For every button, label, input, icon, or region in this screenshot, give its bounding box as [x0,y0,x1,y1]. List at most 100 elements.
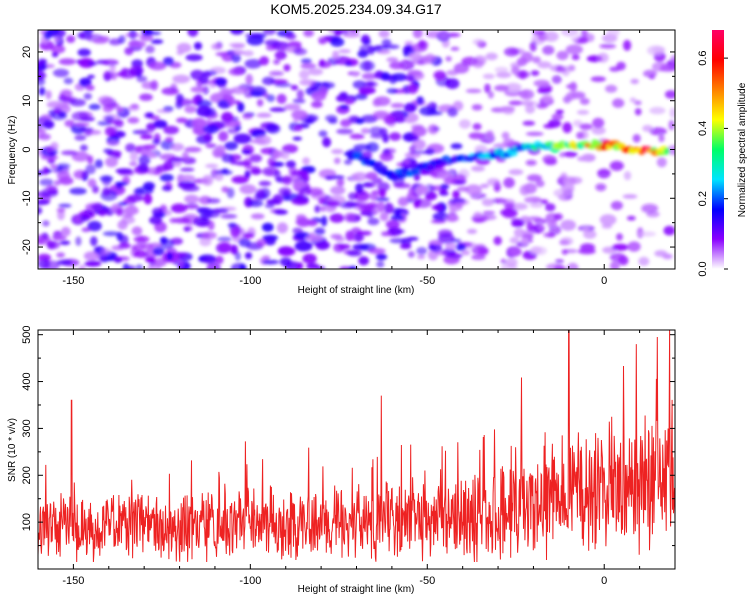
spectrogram-noise-cell [668,119,675,131]
spectrogram-noise-cell [109,64,116,72]
spectrogram-noise-cell [118,242,131,249]
spectrogram-noise-cell [104,126,117,137]
spectrogram-noise-cell [58,94,66,100]
spectrogram-noise-cell [369,191,379,201]
spectrogram-noise-cell [222,93,232,102]
spectrogram-y-tick-label: -20 [21,239,33,255]
spectrogram-noise-cell [567,262,579,269]
spectrogram-noise-cell [256,99,264,107]
spectrogram-noise-cell [389,238,407,244]
spectrogram-noise-cell [45,90,52,100]
spectrogram-noise-cell [245,73,253,85]
spectrogram-noise-cell [411,124,424,130]
spectrogram-noise-cell [444,215,460,222]
spectrogram-noise-cell [118,35,126,44]
spectrogram-noise-cell [119,69,137,79]
spectrogram-noise-cell [540,199,549,205]
spectrogram-noise-cell [42,166,49,176]
spectrogram-noise-cell [139,93,153,101]
spectrogram-noise-cell [352,172,368,182]
spectrogram-noise-cell [203,133,213,142]
spectrogram-noise-cell [338,49,351,54]
spectrogram-noise-cell [355,118,365,125]
spectrogram-noise-cell [52,68,70,78]
spectrogram-noise-cell [267,157,277,167]
spectrogram-noise-cell [243,50,254,57]
spectrogram-noise-cell [487,91,494,99]
spectrogram-noise-cell [87,74,95,79]
spectrogram-noise-cell [98,209,107,217]
spectrogram-noise-cell [218,131,229,142]
spectrogram-noise-cell [64,119,75,128]
spectrogram-noise-cell [439,189,448,194]
spectrogram-noise-cell [135,186,154,195]
snr-y-tick-label: 500 [21,326,33,344]
spectrogram-noise-cell [450,143,463,150]
spectrogram-noise-cell [125,143,136,153]
spectrogram-noise-cell [92,185,99,194]
spectrogram-noise-cell [42,120,55,129]
spectrogram-noise-cell [102,187,111,196]
spectrogram-noise-cell [291,198,309,206]
spectrogram-noise-cell [79,144,88,152]
spectrogram-noise-cell [572,119,583,127]
spectrogram-noise-cell [291,169,309,177]
spectrogram-noise-cell [623,171,632,181]
spectrogram-noise-cell [494,66,509,73]
spectrogram-noise-cell [416,96,424,105]
spectrogram-noise-cell [184,194,200,204]
spectrogram-noise-cell [221,168,229,174]
spectrogram-noise-cell [231,53,241,63]
spectrogram-noise-cell [150,39,164,44]
spectrogram-noise-cell [553,264,566,269]
spectrogram-noise-cell [468,132,484,140]
spectrogram-noise-cell [414,198,432,208]
spectrogram-noise-cell [561,249,568,255]
spectrogram-noise-cell [285,160,296,168]
spectrogram-noise-cell [39,178,54,186]
spectrogram-noise-cell [69,98,87,107]
spectrogram-noise-cell [480,183,489,189]
spectrogram-noise-cell [293,47,308,56]
spectrogram-noise-cell [274,169,281,181]
spectrogram-noise-cell [233,133,252,144]
spectrogram-noise-cell [566,91,576,101]
spectrogram-noise-cell [308,68,324,76]
spectrogram-noise-cell [532,30,546,36]
spectrogram-noise-cell [57,209,65,221]
spectrogram-noise-cell [385,219,400,229]
spectrogram-noise-cell [610,200,624,211]
spectrogram-noise-cell [307,219,318,227]
spectrogram-noise-cell [181,184,200,192]
spectrogram-noise-cell [152,246,165,256]
spectrogram-noise-cell [38,256,44,261]
spectrogram-noise-cell [551,113,564,121]
spectrogram-noise-cell [367,217,380,226]
spectrogram-noise-cell [262,259,279,265]
spectrogram-noise-cell [656,157,667,168]
spectrogram-noise-cell [163,125,180,135]
spectrogram-noise-cell [404,74,415,82]
snr-x-tick-label: -150 [62,575,84,587]
spectrogram-noise-cell [83,30,94,35]
spectrogram-noise-cell [58,203,72,208]
spectrogram-noise-cell [623,39,632,51]
spectrogram-noise-cell [378,30,390,38]
spectrogram-noise-cell [592,117,605,129]
spectrogram-noise-cell [205,163,219,169]
spectrogram-noise-cell [211,208,229,213]
spectrogram-noise-cell [71,111,90,121]
spectrogram-noise-cell [129,161,138,167]
spectrogram-noise-cell [250,167,262,175]
spectrogram-y-label: Frequency (Hz) [7,116,18,185]
spectrogram-noise-cell [472,38,484,46]
spectrogram-noise-cell [560,219,576,231]
spectrogram-noise-cell [212,147,224,158]
spectrogram-noise-cell [433,70,447,80]
spectrogram-noise-cell [670,54,675,63]
spectrogram-noise-cell [161,87,179,96]
spectrogram-noise-cell [571,54,580,61]
spectrogram-noise-cell [437,233,455,244]
spectrogram-noise-cell [127,204,137,212]
spectrogram-noise-cell [206,198,221,204]
